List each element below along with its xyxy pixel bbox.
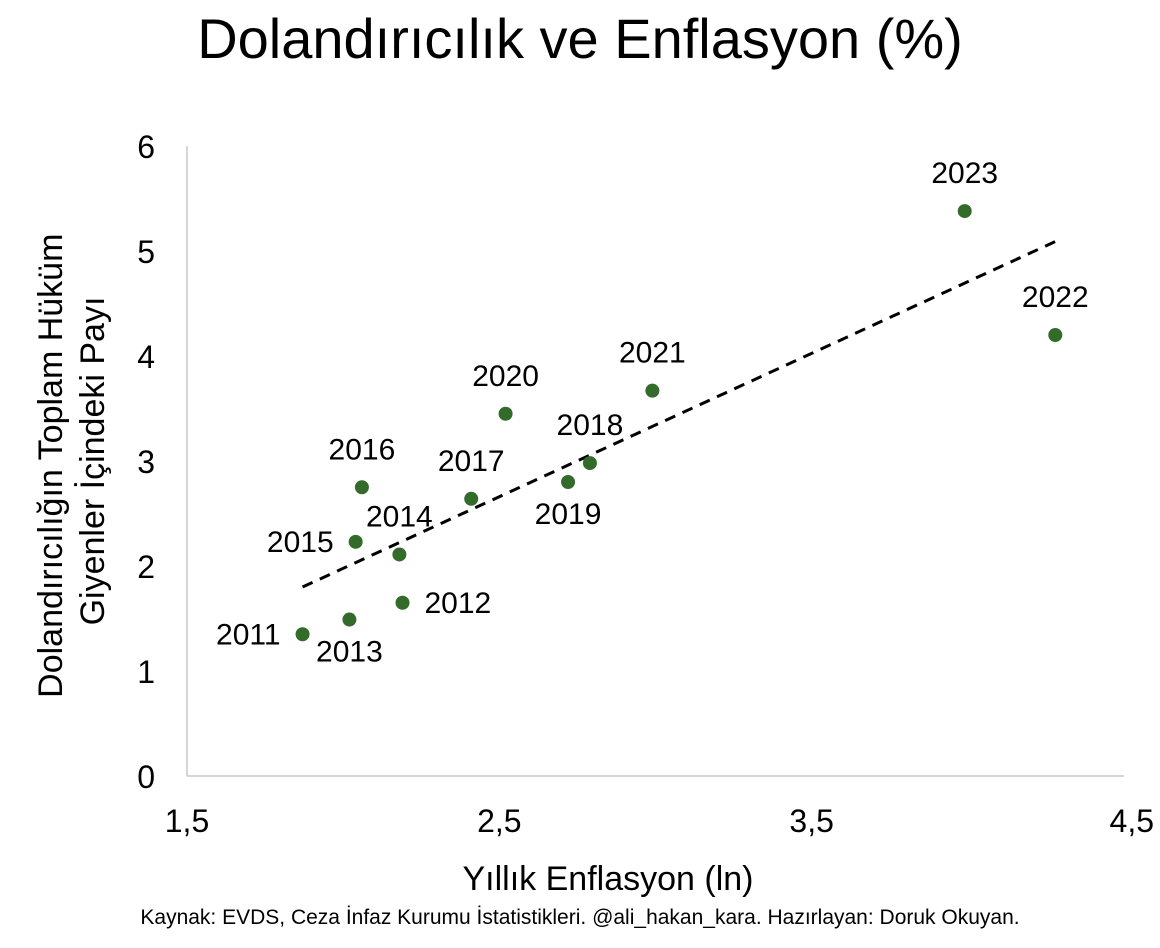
point-label-2014: 2014: [366, 500, 433, 533]
source-note: Kaynak: EVDS, Ceza İnfaz Kurumu İstatist…: [140, 906, 1020, 929]
data-point-2013: [342, 612, 357, 627]
point-label-2013: 2013: [316, 636, 383, 669]
y-axis-label: Dolandırıcılığın Toplam Hüküm Giyenler İ…: [32, 224, 112, 698]
point-label-2015: 2015: [267, 526, 334, 559]
data-point-2020: [498, 406, 513, 421]
data-point-2022: [1048, 328, 1063, 342]
point-label-2017: 2017: [438, 445, 505, 478]
data-point-2021: [645, 383, 660, 398]
x-tick-label: 1,5: [165, 803, 209, 839]
trendline: [301, 240, 1056, 589]
point-label-2023: 2023: [931, 157, 998, 190]
x-tick-labels: 1,5 2,5 3,5 4,5: [165, 803, 1154, 839]
data-points: [295, 204, 1063, 642]
data-point-2018: [582, 456, 597, 471]
y-tick-label: 3: [137, 444, 155, 480]
point-labels: 2011 2012 2013 2014 2015 2016 2017 2018 2019 2020…: [216, 157, 1089, 668]
point-label-2012: 2012: [425, 587, 492, 620]
point-label-2018: 2018: [557, 409, 624, 442]
x-tick-label: 2,5: [477, 803, 521, 839]
data-point-2017: [464, 491, 479, 506]
data-point-2016: [354, 480, 369, 495]
y-tick-label: 2: [137, 549, 155, 585]
y-tick-label: 5: [137, 234, 155, 270]
data-point-2014: [392, 547, 407, 562]
data-point-2011: [295, 627, 310, 642]
y-tick-label: 6: [137, 129, 155, 165]
data-point-2015: [348, 534, 363, 549]
point-label-2022: 2022: [1022, 281, 1089, 314]
point-label-2020: 2020: [472, 360, 539, 393]
y-axis-label-line-2: Giyenler İçindeki Payı: [74, 297, 112, 626]
y-axis-label-line-1: Dolandırıcılığın Toplam Hüküm: [32, 234, 70, 698]
x-axis-label: Yıllık Enflasyon (ln): [463, 860, 754, 898]
x-tick-label: 4,5: [1110, 803, 1154, 839]
point-label-2019: 2019: [535, 498, 602, 531]
y-tick-labels: 0 1 2 3 4 5 6: [137, 129, 155, 795]
y-tick-label: 4: [137, 339, 155, 375]
y-tick-label: 0: [137, 759, 155, 795]
x-tick-label: 3,5: [789, 803, 833, 839]
point-label-2011: 2011: [216, 618, 281, 651]
y-tick-label: 1: [137, 654, 155, 690]
point-label-2016: 2016: [329, 433, 396, 466]
chart-title: Dolandırıcılık ve Enflasyon (%): [197, 7, 963, 70]
data-point-2019: [561, 475, 576, 489]
data-point-2023: [957, 204, 972, 219]
point-label-2021: 2021: [619, 337, 686, 370]
data-point-2012: [395, 595, 410, 610]
